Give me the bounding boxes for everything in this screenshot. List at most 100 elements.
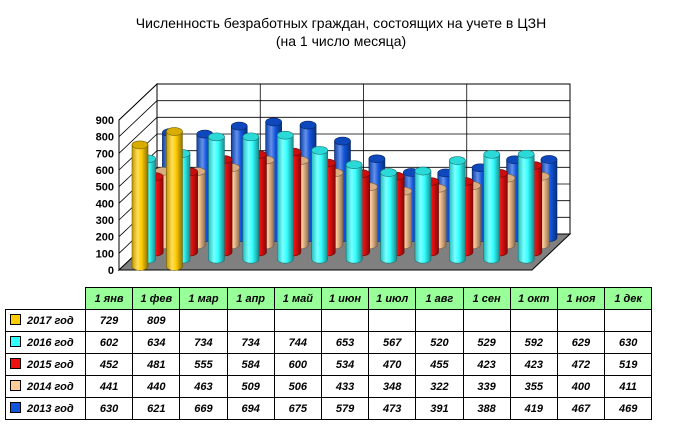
table-cell <box>226 309 275 332</box>
table-cell: 388 <box>462 397 511 420</box>
table-row: 2016 год 602 634 734 734 744 653 567 520 529 592 62… <box>5 331 653 354</box>
gridline <box>118 83 570 121</box>
table-cell <box>179 309 228 332</box>
table-cell: 463 <box>179 375 228 398</box>
table-header-cell: 1 дек <box>604 287 653 310</box>
table-cell: 339 <box>462 375 511 398</box>
series-label: 2017 год <box>5 309 86 332</box>
table-cell: 634 <box>132 331 181 354</box>
series-label-text: 2014 год <box>27 381 74 393</box>
table-cell: 669 <box>179 397 228 420</box>
table-cell: 629 <box>556 331 606 354</box>
table-cell <box>509 309 558 332</box>
gridline <box>118 150 570 187</box>
bar-body <box>311 150 328 264</box>
table-cell: 630 <box>604 331 653 354</box>
bar-body <box>414 170 432 264</box>
table-cell <box>320 309 370 332</box>
bar-2016-год-11 <box>517 149 535 264</box>
table-cell: 423 <box>509 353 558 376</box>
table-cell: 509 <box>226 375 275 398</box>
table-header-cell: 1 ноя <box>556 287 606 310</box>
table-cell: 473 <box>368 397 417 420</box>
table-header-row: 1 янв 1 фев 1 мар 1 апр 1 май 1 июн 1 июл 1 авг… <box>6 287 653 310</box>
series-label-text: 2013 год <box>27 403 74 415</box>
table-cell: 621 <box>132 397 181 420</box>
bar-body <box>208 136 225 264</box>
bar-top <box>540 155 558 164</box>
table-cell: 481 <box>132 353 181 376</box>
bar-top <box>414 166 432 176</box>
bar-2016-год-10 <box>483 150 501 264</box>
y-tick-label: 300 <box>96 215 114 227</box>
bar-body <box>380 172 397 264</box>
table-cell <box>415 309 464 332</box>
bar-body <box>131 144 149 271</box>
bar-2016-год-7 <box>380 168 397 264</box>
bar-body <box>242 136 260 264</box>
series-label-text: 2016 год <box>27 337 74 349</box>
table-cell: 602 <box>84 331 134 354</box>
y-tick-label: 500 <box>96 182 114 194</box>
gridline <box>118 116 570 154</box>
legend-swatch <box>10 336 21 347</box>
table-header-cell: 1 июн <box>320 287 370 310</box>
table-corner <box>6 288 86 310</box>
chart-title-block: Численность безработных граждан, состоящ… <box>0 14 682 50</box>
table-cell: 506 <box>273 375 322 398</box>
table-cell: 469 <box>604 397 653 420</box>
table-row: 2017 год 729 809 <box>5 309 653 332</box>
bar-2016-год-6 <box>345 160 363 264</box>
bar-top <box>345 160 363 169</box>
table-header-cell: 1 сен <box>462 287 511 310</box>
table-cell: 452 <box>84 353 134 376</box>
table-cell: 694 <box>226 397 275 420</box>
gridline <box>118 100 570 137</box>
bar-body <box>166 131 183 271</box>
bar-top <box>380 168 397 177</box>
y-tick-label: 900 <box>96 115 114 127</box>
table-cell: 675 <box>273 397 322 420</box>
table-cell <box>556 309 606 332</box>
series-label: 2015 год <box>5 353 86 376</box>
bar-2017-год-0 <box>131 140 149 271</box>
legend-swatch <box>10 402 21 413</box>
table-row: 2015 год 452 481 555 584 600 534 470 455 423 423 47… <box>5 353 653 376</box>
bar-top <box>265 117 282 127</box>
series-label-text: 2015 год <box>27 359 74 371</box>
bar-body <box>345 164 363 264</box>
y-tick-label: 400 <box>96 198 114 210</box>
table-cell: 592 <box>509 331 558 354</box>
bar-top <box>334 136 351 146</box>
table-cell: 348 <box>368 375 417 398</box>
bar-top <box>517 149 535 159</box>
legend-swatch <box>10 314 21 325</box>
bar-top <box>311 146 328 155</box>
chart-title: Численность безработных граждан, состоящ… <box>135 15 547 31</box>
series-label-text: 2017 год <box>27 315 74 327</box>
table-cell: 744 <box>273 331 322 354</box>
bar-top <box>208 132 225 142</box>
table-cell: 423 <box>462 353 511 376</box>
y-tick-label: 200 <box>96 232 114 244</box>
bar-top <box>483 150 501 159</box>
table-cell: 529 <box>462 331 511 354</box>
table-header-cell: 1 апр <box>226 287 275 310</box>
table-cell: 411 <box>604 375 653 398</box>
table-cell: 455 <box>415 353 464 376</box>
bar-top <box>242 132 260 142</box>
table-cell: 555 <box>179 353 228 376</box>
table-cell: 809 <box>132 309 181 332</box>
table-cell: 734 <box>179 331 228 354</box>
table-cell <box>604 309 653 332</box>
table-cell: 433 <box>320 375 370 398</box>
table-row: 2013 год 630 621 669 694 675 579 473 391 388 419 46… <box>5 397 653 420</box>
table-cell: 734 <box>226 331 275 354</box>
bar-top <box>449 156 466 165</box>
table-cell: 519 <box>604 353 653 376</box>
bar-top <box>131 140 149 150</box>
table-cell: 729 <box>84 309 134 332</box>
data-table: 1 янв 1 фев 1 мар 1 апр 1 май 1 июн 1 июл 1 авг… <box>5 287 653 420</box>
y-tick-label: 0 <box>108 265 114 277</box>
bar-2016-год-5 <box>311 146 328 264</box>
